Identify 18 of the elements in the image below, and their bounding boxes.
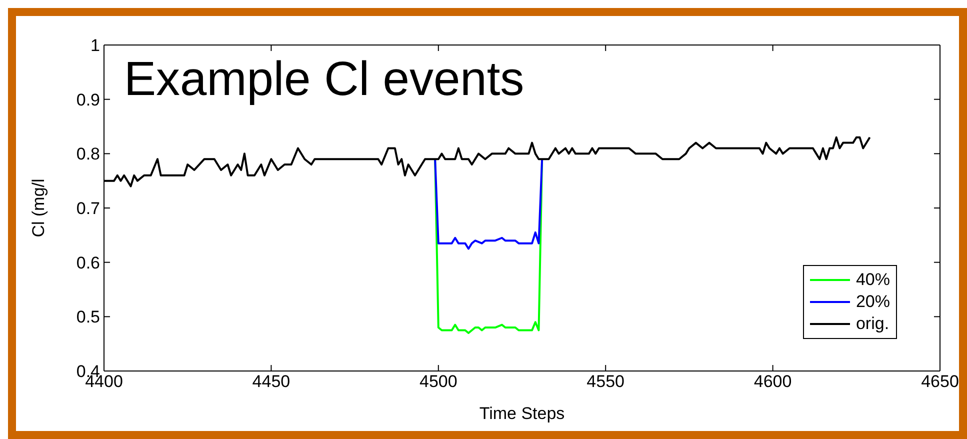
legend-label: orig. [856,314,890,334]
chart-title: Example Cl events [124,52,524,107]
y-tick-label: 0.7 [76,199,100,218]
y-tick-label: 0.5 [76,308,100,327]
x-tick-label: 4500 [419,372,458,392]
y-axis-title: Cl (mg/l [29,178,48,238]
y-tick-label: 0.9 [76,90,100,110]
y-tick-label: 1 [90,36,100,56]
x-tick-label: 4550 [586,372,625,392]
x-tick-label: 4600 [754,372,792,392]
y-tick-label: 0.6 [76,253,100,272]
line-series [434,158,544,250]
legend-label: 20% [856,292,890,312]
y-tick-label: 0.8 [76,144,100,164]
x-tick-label: 4650 [921,372,959,392]
x-tick-label: 4450 [252,372,290,392]
legend-label: 40% [856,270,890,290]
x-axis-title: Time Steps [479,404,565,423]
